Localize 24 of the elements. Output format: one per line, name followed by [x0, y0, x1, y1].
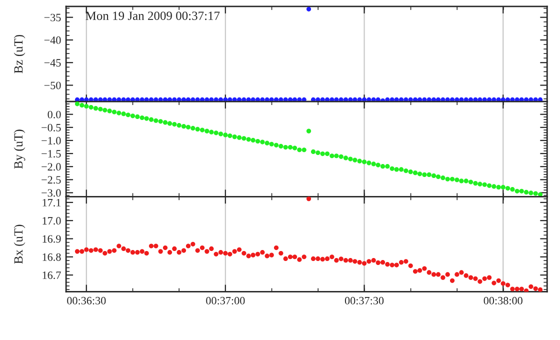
y-tick-label: −0.5: [42, 124, 61, 132]
y-tick-label: 17.1: [42, 198, 61, 206]
x-tick-label: 00:37:30: [344, 296, 384, 304]
annotation: Mon 19 Jan 2009 00:37:17: [86, 12, 220, 20]
y-tick-label: −50: [44, 82, 61, 90]
y-axis-title: Bx (uT): [14, 224, 26, 264]
y-tick-label: −3.0: [42, 189, 61, 197]
y-tick-label: −2.0: [42, 163, 61, 171]
y-tick-label: 0.0: [48, 110, 61, 118]
y-tick-label: 16.7: [42, 272, 61, 280]
y-tick-label: 17.0: [42, 217, 61, 225]
y-tick-label: −1.5: [42, 150, 61, 158]
x-tick-label: 00:36:30: [67, 296, 106, 304]
y-tick-label: 16.8: [42, 253, 61, 261]
y-tick-label: −35: [44, 14, 61, 22]
y-tick-label: −40: [44, 36, 61, 44]
y-axis-title: By (uT): [14, 130, 26, 169]
y-tick-label: −2.5: [42, 176, 61, 184]
y-axis-title: Bz (uT): [14, 34, 26, 74]
y-tick-label: −1.0: [42, 136, 61, 144]
x-tick-label: 00:37:00: [206, 296, 245, 304]
y-tick-label: 16.9: [42, 235, 61, 243]
y-tick-label: −45: [44, 59, 61, 67]
x-tick-label: 00:38:00: [484, 296, 522, 304]
